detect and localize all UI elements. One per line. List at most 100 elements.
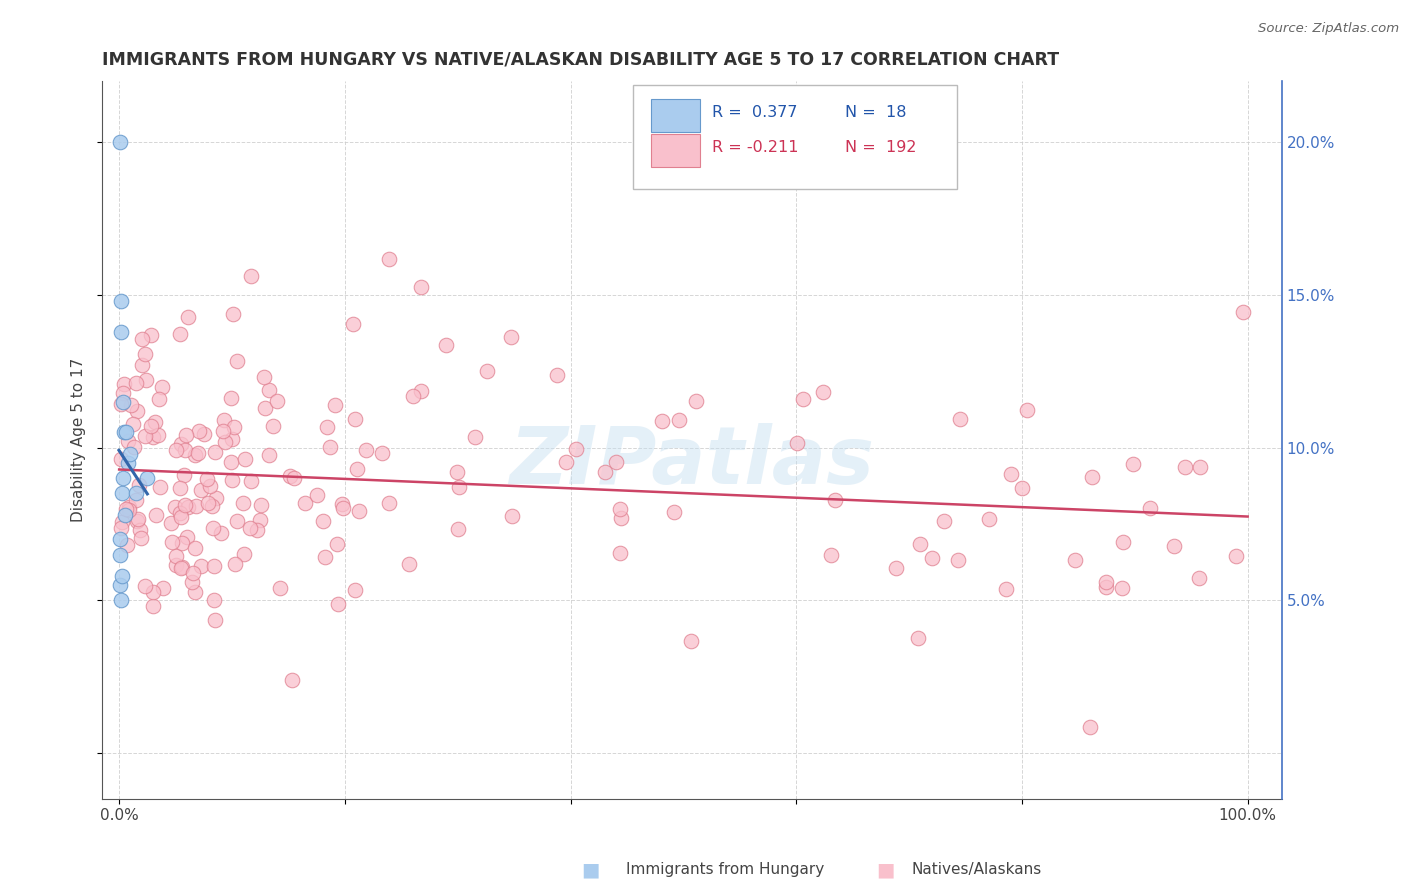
Point (201, 499, 224, 513)
Text: N =  18: N = 18 (845, 104, 907, 120)
FancyBboxPatch shape (633, 85, 957, 189)
Point (316, 419, 339, 434)
Point (115, 425, 138, 440)
Point (110, 515, 132, 529)
Point (908, 537, 931, 551)
Point (145, 508, 167, 523)
Point (224, 558, 246, 572)
Text: Immigrants from Hungary: Immigrants from Hungary (626, 863, 824, 877)
Point (111, 395, 134, 409)
Point (108, 136, 131, 150)
Point (135, 374, 157, 388)
Point (160, 535, 183, 549)
Point (184, 541, 207, 556)
Point (170, 510, 193, 524)
Point (148, 392, 170, 406)
Point (212, 413, 235, 427)
Point (187, 424, 209, 438)
Point (370, 446, 392, 460)
Point (1011, 481, 1033, 495)
Point (1232, 305, 1254, 319)
Point (211, 424, 233, 438)
Point (475, 364, 498, 378)
Point (907, 631, 929, 645)
Point (165, 558, 187, 573)
Point (792, 392, 814, 406)
Point (112, 471, 135, 485)
Point (187, 446, 209, 460)
Point (1189, 460, 1212, 475)
Point (131, 332, 153, 346)
Point (114, 508, 136, 522)
Point (110, 452, 132, 467)
Point (346, 461, 368, 475)
Point (1080, 720, 1102, 734)
Point (169, 506, 191, 520)
Point (172, 536, 194, 550)
Point (222, 307, 245, 321)
Point (202, 559, 225, 574)
Point (977, 512, 1000, 526)
Point (546, 368, 568, 382)
Point (204, 592, 226, 607)
Point (447, 522, 470, 536)
Point (110, 533, 132, 547)
Point (1111, 581, 1133, 595)
Point (921, 551, 943, 566)
Point (110, 520, 132, 534)
Point (169, 326, 191, 341)
Point (1111, 535, 1133, 549)
Point (110, 593, 132, 607)
Point (198, 479, 221, 493)
Point (354, 442, 377, 457)
Point (204, 444, 226, 458)
Point (142, 430, 165, 444)
Point (434, 338, 457, 352)
Point (193, 426, 215, 441)
Point (136, 471, 159, 485)
Point (118, 502, 141, 516)
Point (163, 500, 186, 514)
Point (117, 456, 139, 470)
Point (142, 599, 165, 613)
Point (253, 401, 276, 416)
Point (190, 559, 212, 574)
Point (197, 472, 219, 486)
Point (1163, 539, 1185, 553)
Point (197, 496, 219, 510)
Point (108, 548, 131, 562)
Point (946, 553, 969, 567)
Text: ■: ■ (876, 860, 896, 880)
Point (142, 584, 165, 599)
Point (134, 429, 156, 443)
Point (1064, 553, 1087, 567)
Point (177, 310, 200, 325)
Point (332, 500, 354, 515)
Point (262, 419, 284, 434)
Point (342, 318, 364, 332)
Point (204, 491, 226, 505)
Point (609, 546, 631, 560)
Point (1225, 549, 1247, 564)
Point (152, 581, 174, 595)
Point (1174, 460, 1197, 475)
Point (253, 370, 276, 384)
Point (219, 391, 242, 405)
Point (239, 521, 262, 535)
FancyBboxPatch shape (651, 98, 700, 131)
Point (173, 499, 195, 513)
Point (180, 575, 202, 590)
Point (668, 412, 690, 426)
Point (326, 537, 349, 551)
Point (112, 377, 135, 392)
Point (330, 497, 353, 511)
Point (170, 561, 193, 575)
Point (323, 398, 346, 412)
Point (173, 468, 195, 483)
Point (347, 504, 370, 518)
Point (176, 530, 198, 544)
Point (170, 437, 193, 451)
Point (120, 399, 142, 413)
Point (283, 471, 305, 485)
Point (786, 435, 808, 450)
